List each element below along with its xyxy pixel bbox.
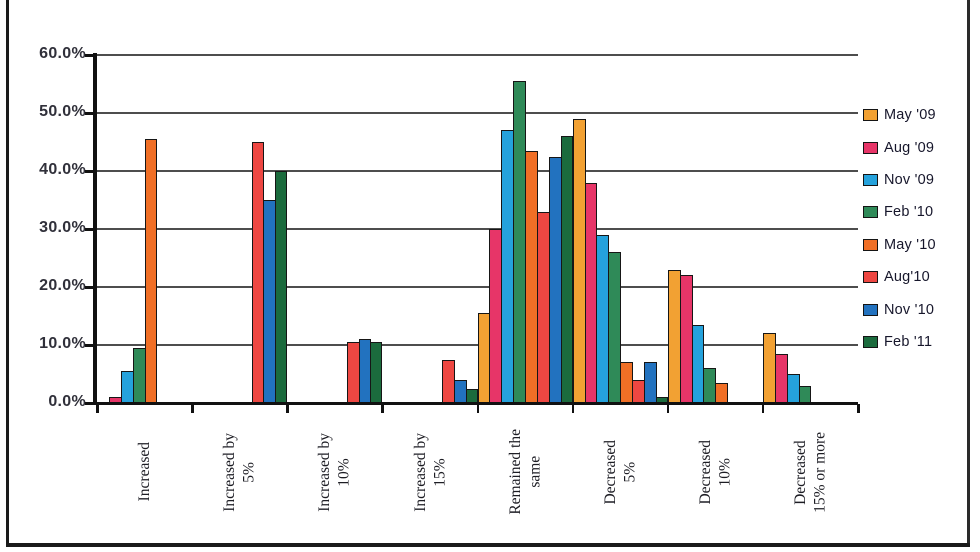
y-axis-tick-label: 0.0%: [48, 393, 86, 410]
bar-group-8: [762, 55, 858, 403]
legend-swatch-icon: [863, 173, 878, 186]
y-axis-tick-label: 40.0%: [39, 161, 86, 178]
y-axis-tick-mark: [85, 53, 94, 57]
bar-group-1: [97, 55, 192, 403]
bar: [560, 136, 573, 403]
x-axis-tick-mark: [476, 404, 479, 413]
x-axis-tick-mark: [571, 404, 575, 413]
legend-label: Aug'10: [884, 269, 930, 286]
legend-label: Aug '09: [884, 139, 935, 156]
y-axis-tick-label: 10.0%: [39, 335, 86, 352]
x-axis-tick-mark: [761, 404, 765, 413]
bar-group-6: [572, 55, 668, 403]
y-axis-tick-label: 50.0%: [39, 103, 86, 120]
gridline-40pct: [97, 170, 858, 172]
bar-group-7: [667, 55, 763, 403]
y-axis-tick-label: 30.0%: [39, 219, 86, 236]
category-label-box: Increased by 10%: [287, 409, 382, 535]
legend-item: Feb '10: [863, 196, 967, 228]
legend-item: Aug '09: [863, 131, 967, 163]
legend-swatch-icon: [863, 109, 878, 122]
legend-label: Feb '10: [884, 204, 934, 221]
bar: [715, 382, 729, 403]
y-axis-tick-label: 20.0%: [39, 277, 86, 294]
bar: [144, 139, 158, 403]
bar-group-4: [382, 55, 478, 403]
legend-label: May '10: [884, 236, 936, 253]
figure-border-bottom: [6, 543, 970, 547]
bar: [465, 388, 478, 403]
category-label: Decreased 15% or more: [792, 431, 829, 513]
bar: [370, 342, 383, 403]
category-label-box: Decreased 15% or more: [763, 409, 858, 535]
legend-label: Nov '09: [884, 171, 935, 188]
legend-swatch-icon: [863, 335, 878, 348]
figure-border-left: [6, 0, 9, 546]
legend-item: Aug'10: [863, 261, 967, 293]
category-label-box: Decreased 5%: [573, 409, 668, 535]
legend: May '09 Aug '09 Nov '09 Feb '10 May '10 Aug'1…: [863, 99, 967, 358]
x-axis-tick-mark: [666, 404, 670, 413]
category-label-box: Increased: [97, 409, 192, 535]
category-label: Increased by 15%: [411, 432, 448, 512]
y-axis-tick-mark: [85, 343, 94, 347]
x-axis-line: [92, 402, 858, 405]
legend-swatch-icon: [863, 141, 878, 154]
legend-swatch-icon: [863, 303, 878, 316]
y-axis-tick-mark: [85, 111, 94, 115]
x-axis-tick-mark: [857, 404, 860, 413]
plot-area: [97, 54, 858, 403]
legend-swatch-icon: [863, 238, 878, 251]
category-label-box: Decreased 10%: [668, 409, 763, 535]
category-label: Increased by 10%: [316, 432, 353, 512]
y-axis-line: [93, 53, 97, 404]
legend-item: May '10: [863, 229, 967, 261]
gridline-20pct: [97, 286, 858, 288]
y-axis-tick-mark: [85, 169, 94, 173]
gridline-30pct: [97, 228, 858, 230]
y-axis-tick-mark: [85, 227, 94, 231]
category-label: Increased: [135, 442, 153, 502]
x-axis-tick-mark: [96, 404, 99, 413]
figure-border-right: [967, 0, 970, 546]
category-label: Increased by 5%: [221, 432, 258, 512]
legend-label: Feb '11: [884, 333, 933, 350]
legend-swatch-icon: [863, 271, 878, 284]
legend-swatch-icon: [863, 206, 878, 219]
y-axis-tick-label: 60.0%: [39, 45, 86, 62]
category-label: Remained the same: [506, 429, 544, 515]
gridline-50pct: [97, 112, 858, 114]
bar-group-2: [192, 55, 288, 403]
x-axis-tick-mark: [191, 404, 194, 413]
y-axis-tick-mark: [85, 285, 94, 289]
category-label-box: Increased by 15%: [382, 409, 477, 535]
category-label-box: Increased by 5%: [192, 409, 287, 535]
y-axis-tick-mark: [85, 401, 94, 405]
bar: [275, 171, 288, 403]
x-axis-tick-mark: [381, 404, 384, 413]
bar-group-5: [477, 55, 573, 403]
category-label: Decreased 5%: [601, 439, 639, 505]
gridline-60pct: [97, 54, 858, 56]
category-label-box: Remained the same: [478, 409, 573, 535]
bar-group-3: [287, 55, 383, 403]
legend-item: Feb '11: [863, 326, 967, 358]
legend-item: May '09: [863, 99, 967, 131]
legend-item: Nov '10: [863, 293, 967, 325]
legend-item: Nov '09: [863, 164, 967, 196]
legend-label: Nov '10: [884, 301, 935, 318]
x-axis-tick-mark: [286, 404, 289, 413]
category-label: Decreased 10%: [696, 439, 734, 505]
bar: [798, 385, 812, 403]
legend-label: May '09: [884, 107, 936, 124]
